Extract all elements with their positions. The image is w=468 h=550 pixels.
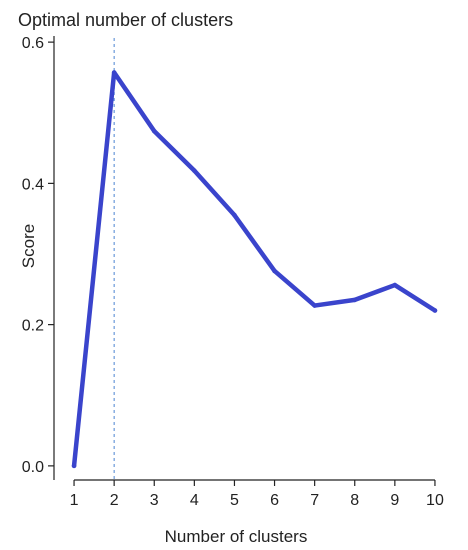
score-line [71, 70, 438, 469]
data-point [352, 297, 358, 303]
y-tick-label: 0.4 [22, 176, 44, 193]
chart-title: Optimal number of clusters [18, 10, 233, 30]
x-axis: 1 2 3 4 5 6 7 8 9 10 [70, 479, 444, 509]
x-tick-label: 9 [390, 492, 399, 509]
y-axis: 0.0 0.2 0.4 0.6 [22, 35, 55, 480]
data-point [392, 282, 398, 288]
data-point [151, 128, 157, 134]
x-tick-label: 3 [150, 492, 159, 509]
x-tick-label: 8 [350, 492, 359, 509]
x-tick-label: 6 [270, 492, 279, 509]
x-tick-label: 7 [310, 492, 319, 509]
data-point [232, 212, 237, 218]
x-axis-title: Number of clusters [165, 527, 308, 546]
x-tick-label: 2 [110, 492, 119, 509]
data-point [192, 168, 197, 173]
y-axis-title: Score [19, 224, 38, 268]
data-point [432, 308, 438, 313]
data-point [71, 463, 77, 469]
x-tick-label: 1 [70, 492, 79, 509]
data-point [312, 303, 317, 308]
x-tick-label: 5 [230, 492, 239, 509]
data-point [272, 268, 277, 274]
y-tick-label: 0.2 [22, 318, 44, 335]
x-tick-label: 10 [426, 492, 444, 509]
y-tick-label: 0.0 [22, 459, 44, 476]
x-tick-label: 4 [190, 492, 199, 509]
data-points [71, 70, 438, 469]
y-tick-label: 0.6 [22, 35, 44, 52]
data-point [111, 70, 117, 75]
